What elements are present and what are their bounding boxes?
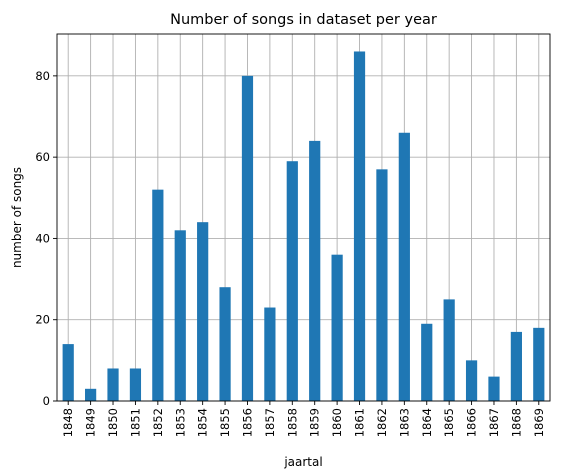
bars bbox=[63, 51, 545, 401]
x-tick-label: 1856 bbox=[240, 408, 254, 437]
x-axis-label: jaartal bbox=[283, 455, 322, 469]
bar-1866 bbox=[466, 360, 477, 401]
x-tick-label: 1854 bbox=[196, 408, 210, 437]
x-tick-label: 1859 bbox=[308, 408, 322, 437]
plot-frame bbox=[57, 34, 550, 401]
x-tick-label: 1852 bbox=[151, 408, 165, 437]
bar-1861 bbox=[354, 51, 365, 401]
x-tick-label: 1851 bbox=[128, 408, 142, 437]
bar-1865 bbox=[444, 299, 455, 401]
y-tick-label: 0 bbox=[43, 394, 50, 408]
bar-1862 bbox=[376, 169, 387, 401]
x-tick-label: 1850 bbox=[106, 408, 120, 437]
bar-1860 bbox=[332, 255, 343, 401]
bar-1849 bbox=[85, 389, 96, 401]
bar-1864 bbox=[421, 324, 432, 401]
x-tick-label: 1858 bbox=[285, 408, 299, 437]
grid bbox=[57, 34, 550, 401]
x-tick-label: 1869 bbox=[532, 408, 546, 437]
y-tick-label: 20 bbox=[35, 313, 50, 327]
x-tick-label: 1860 bbox=[330, 408, 344, 437]
bar-1852 bbox=[152, 190, 163, 401]
bar-1850 bbox=[107, 368, 118, 401]
x-tick-label: 1866 bbox=[465, 408, 479, 437]
bar-1859 bbox=[309, 141, 320, 401]
x-tick-label: 1849 bbox=[84, 408, 98, 437]
y-tick-label: 80 bbox=[35, 69, 50, 83]
bar-1851 bbox=[130, 368, 141, 401]
y-axis-label: number of songs bbox=[10, 167, 24, 268]
x-tick-label: 1868 bbox=[509, 408, 523, 437]
x-tick-label: 1863 bbox=[397, 408, 411, 437]
chart-title: Number of songs in dataset per year bbox=[170, 12, 437, 28]
x-tick-label: 1861 bbox=[353, 408, 367, 437]
bar-1858 bbox=[287, 161, 298, 401]
bar-1868 bbox=[511, 332, 522, 401]
x-tick-label: 1853 bbox=[173, 408, 187, 437]
bar-1857 bbox=[264, 308, 275, 401]
bar-1867 bbox=[488, 377, 499, 401]
x-tick-label: 1848 bbox=[61, 408, 75, 437]
bar-1855 bbox=[219, 287, 230, 401]
bar-1854 bbox=[197, 222, 208, 401]
y-axis-ticks: 0 20 40 60 80 bbox=[35, 69, 57, 408]
x-tick-label: 1865 bbox=[442, 408, 456, 437]
x-tick-label: 1862 bbox=[375, 408, 389, 437]
x-tick-label: 1855 bbox=[218, 408, 232, 437]
bar-1848 bbox=[63, 344, 74, 401]
bar-1853 bbox=[175, 230, 186, 401]
y-tick-label: 60 bbox=[35, 150, 50, 164]
x-tick-label: 1867 bbox=[487, 408, 501, 437]
bar-1869 bbox=[533, 328, 544, 401]
x-axis-ticks: 1848 1849 1850 1851 1852 1853 1854 1855 1856 1857… bbox=[61, 401, 546, 437]
x-tick-label: 1864 bbox=[420, 408, 434, 437]
bar-1863 bbox=[399, 133, 410, 401]
y-tick-label: 40 bbox=[35, 231, 50, 245]
x-tick-label: 1857 bbox=[263, 408, 277, 437]
bar-1856 bbox=[242, 76, 253, 401]
